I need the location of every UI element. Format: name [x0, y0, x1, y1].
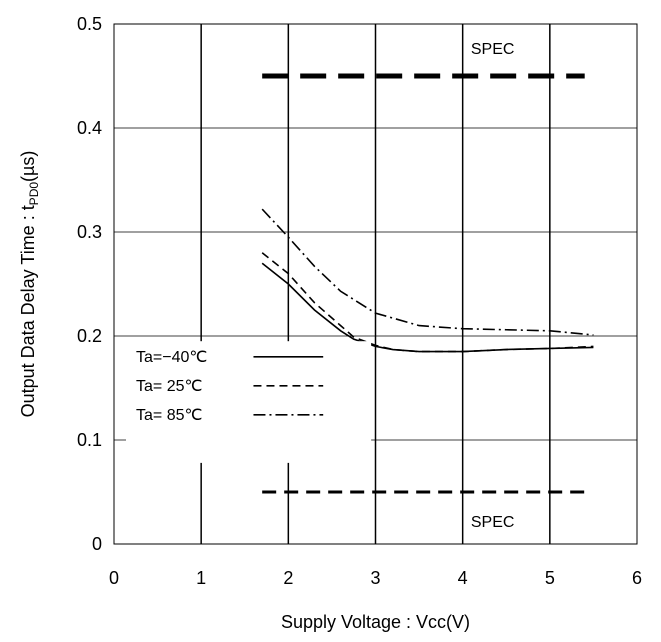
tick-labels: 0 1 2 3 4 5 6 0 0.1 0.2 0.3 0.4 0.5 — [77, 14, 642, 588]
x-tick-label: 5 — [545, 568, 555, 588]
legend-label: Ta= 85℃ — [136, 407, 202, 424]
x-tick-label: 2 — [283, 568, 293, 588]
x-tick-label: 6 — [632, 568, 642, 588]
legend-label: Ta= 25℃ — [136, 378, 202, 395]
series-line — [261, 252, 594, 353]
y-axis-title: Output Data Delay Time : tPD0(µs) — [18, 151, 41, 418]
series-line — [261, 262, 594, 353]
legend-entries: Ta=−40℃ Ta= 25℃ Ta= 85℃ — [136, 349, 324, 424]
y-tick-label: 0.2 — [77, 326, 102, 346]
y-tick-label: 0 — [92, 534, 102, 554]
y-axis-title-main: Output Data Delay Time : t — [18, 205, 38, 417]
series-line — [261, 208, 594, 336]
x-tick-label: 4 — [458, 568, 468, 588]
spec-label: SPEC — [471, 41, 515, 58]
y-tick-label: 0.5 — [77, 14, 102, 34]
grid — [114, 24, 637, 544]
y-tick-label: 0.1 — [77, 430, 102, 450]
data-series — [261, 208, 594, 353]
spec-lines: SPEC SPEC — [262, 41, 585, 531]
y-axis-title-sub: PD0 — [27, 182, 41, 206]
x-tick-label: 3 — [370, 568, 380, 588]
plot-frame — [113, 23, 638, 545]
legend-label: Ta=−40℃ — [136, 349, 207, 366]
y-tick-label: 0.3 — [77, 222, 102, 242]
spec-label: SPEC — [471, 514, 515, 531]
x-tick-label: 0 — [109, 568, 119, 588]
y-axis-title-unit: (µs) — [18, 151, 38, 182]
y-tick-label: 0.4 — [77, 118, 102, 138]
x-tick-label: 1 — [196, 568, 206, 588]
x-axis-title: Supply Voltage : Vcc(V) — [281, 612, 470, 632]
legend — [126, 341, 372, 463]
